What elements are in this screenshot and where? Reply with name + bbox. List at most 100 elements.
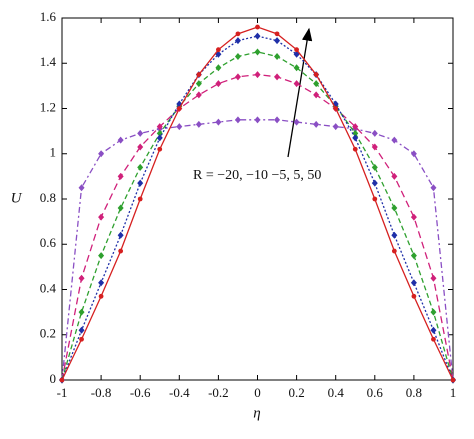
point xyxy=(371,163,378,171)
point xyxy=(391,136,398,144)
x-tick-label: 0.4 xyxy=(328,385,345,400)
annotation: R = −20, −10 −5, 5, 50 xyxy=(193,168,321,183)
point xyxy=(391,204,398,212)
point xyxy=(216,47,221,53)
point xyxy=(215,118,222,126)
point xyxy=(98,279,105,287)
point xyxy=(274,73,281,81)
point xyxy=(410,213,417,221)
y-tick-label: 1.6 xyxy=(40,9,57,24)
point xyxy=(313,72,319,77)
arrow xyxy=(287,27,313,158)
point xyxy=(372,196,378,202)
point xyxy=(117,231,124,239)
point xyxy=(274,37,281,45)
point xyxy=(254,71,261,79)
point xyxy=(352,134,359,142)
x-tick-label: -0.2 xyxy=(208,385,229,400)
point xyxy=(274,31,280,37)
point xyxy=(391,172,398,180)
point xyxy=(430,326,437,334)
point xyxy=(117,204,124,212)
point xyxy=(137,196,143,202)
x-tick-label: -0.8 xyxy=(91,385,112,400)
point xyxy=(410,150,417,158)
series-line xyxy=(61,26,454,381)
point xyxy=(156,134,163,142)
point xyxy=(59,377,65,383)
point xyxy=(215,64,222,72)
point xyxy=(430,184,437,192)
point xyxy=(215,80,222,88)
x-tick-label: 0.2 xyxy=(288,385,304,400)
x-axis-label: η xyxy=(253,405,260,421)
point xyxy=(98,213,105,221)
y-tick-label: 0.2 xyxy=(40,326,56,341)
point xyxy=(79,336,84,342)
y-tick-label: 0.8 xyxy=(40,190,56,205)
point xyxy=(313,80,320,88)
point xyxy=(431,336,436,342)
series-line xyxy=(61,35,454,381)
point xyxy=(254,48,261,56)
point xyxy=(254,32,261,40)
point xyxy=(274,116,281,124)
point xyxy=(176,106,182,111)
point xyxy=(410,252,417,260)
point xyxy=(137,143,144,151)
point xyxy=(137,179,144,187)
point xyxy=(274,52,281,60)
point xyxy=(195,120,202,128)
y-tick-label: 0.6 xyxy=(40,235,57,250)
x-tick-label: 0 xyxy=(254,385,261,400)
point xyxy=(235,31,241,37)
point xyxy=(78,308,85,316)
y-tick-label: 1.2 xyxy=(40,99,56,114)
point xyxy=(254,116,261,124)
point xyxy=(78,326,85,334)
x-tick-label: 1 xyxy=(450,385,457,400)
point xyxy=(352,123,359,131)
y-tick-label: 1 xyxy=(50,145,57,160)
point xyxy=(333,106,339,111)
point xyxy=(117,136,124,144)
point xyxy=(78,274,85,282)
y-tick-label: 0 xyxy=(50,371,57,386)
point xyxy=(352,129,359,137)
x-tick-label: -0.4 xyxy=(169,385,190,400)
point xyxy=(255,24,260,30)
point xyxy=(294,47,299,53)
point xyxy=(234,37,241,45)
point xyxy=(98,293,104,299)
y-tick-label: 0.4 xyxy=(40,280,57,295)
point xyxy=(234,116,241,124)
point xyxy=(313,91,320,99)
point xyxy=(313,120,320,128)
point xyxy=(410,279,417,287)
series-line xyxy=(61,51,454,381)
point xyxy=(332,123,339,131)
point xyxy=(234,73,241,81)
point xyxy=(118,248,124,254)
point xyxy=(234,52,241,60)
point xyxy=(430,274,437,282)
x-tick-label: -1 xyxy=(57,385,68,400)
point xyxy=(371,129,378,137)
point xyxy=(195,91,202,99)
point xyxy=(98,150,105,158)
point xyxy=(196,72,202,77)
point xyxy=(195,80,202,88)
point xyxy=(430,308,437,316)
x-tick-label: 0.8 xyxy=(406,385,422,400)
point xyxy=(450,377,456,383)
point xyxy=(156,123,163,131)
x-tick-label: -0.6 xyxy=(130,385,151,400)
point xyxy=(352,146,358,152)
point xyxy=(78,184,85,192)
point xyxy=(293,80,300,88)
point xyxy=(117,172,124,180)
point xyxy=(293,118,300,126)
point xyxy=(391,231,398,239)
